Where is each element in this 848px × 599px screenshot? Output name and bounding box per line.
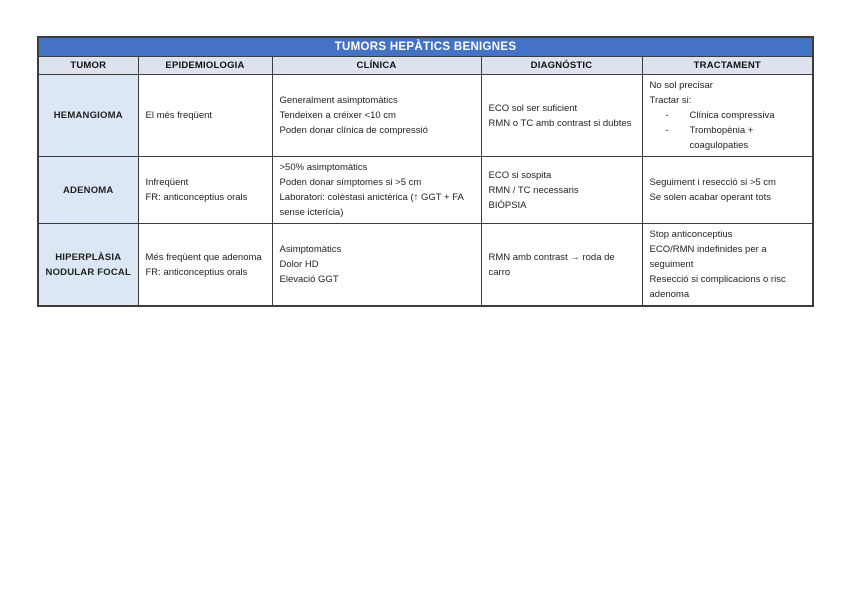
cell-adenoma-epidemiologia: Infreqüent FR: anticonceptius orals <box>137 156 273 224</box>
text-line: El més freqüent <box>145 110 213 121</box>
table-row-hemangioma: HEMANGIOMA El més freqüent Generalment a… <box>37 74 814 157</box>
text-line: No sol precisar <box>649 80 713 91</box>
bullet-text: Clínica compressiva <box>689 110 775 121</box>
text-line: RMN / TC necessaris <box>488 184 579 196</box>
text-line: Generalment asimptomàtics <box>279 95 398 106</box>
text-line: Elevació GGT <box>279 274 339 285</box>
header-tractament: TRACTAMENT <box>641 56 814 75</box>
cell-hemangioma-diagnostic: ECO sol ser suficient RMN o TC amb contr… <box>480 74 643 157</box>
text-line: ECO sol ser suficient <box>488 102 578 114</box>
header-epidemiologia: EPIDEMIOLOGIA <box>137 56 273 75</box>
text-line: RMN amb contrast → roda de carro <box>488 251 615 278</box>
text-line: Poden donar símptomes si >5 cm <box>279 177 422 188</box>
text-line: Poden donar clínica de compressió <box>279 125 428 136</box>
cell-hnf-epidemiologia: Més freqüent que adenoma FR: anticoncept… <box>137 223 273 307</box>
rowlabel-hemangioma: HEMANGIOMA <box>37 74 139 157</box>
text-line: Infreqüent <box>145 177 189 188</box>
text-line: Seguiment i resecció si >5 cm <box>649 177 776 188</box>
table-row-adenoma: ADENOMA Infreqüent FR: anticonceptius or… <box>37 156 814 224</box>
table-header-row: TUMOR EPIDEMIOLOGIA CLÍNICA DIAGNÓSTIC T… <box>37 56 814 75</box>
table-title-row: TUMORS HEPÀTICS BENIGNES <box>37 36 814 57</box>
dash-bullet: - <box>665 110 669 121</box>
bullet-line: - Clínica compressiva <box>650 108 806 123</box>
text-line: Stop anticonceptius <box>649 229 733 240</box>
cell-adenoma-tractament: Seguiment i resecció si >5 cm Se solen a… <box>641 156 814 224</box>
table-title: TUMORS HEPÀTICS BENIGNES <box>37 36 814 57</box>
bullet-text: Trombopènia + coagulopaties <box>689 125 754 151</box>
rowlabel-adenoma: ADENOMA <box>37 156 139 224</box>
rowlabel-hiperplasia-nodular-focal: HIPERPLÀSIA NODULAR FOCAL <box>37 223 139 307</box>
text-line: Dolor HD <box>279 259 319 270</box>
benign-hepatic-tumors-table: TUMORS HEPÀTICS BENIGNES TUMOR EPIDEMIOL… <box>37 36 815 307</box>
text-line: Resecció si complicacions o risc adenoma <box>649 274 786 300</box>
header-tumor: TUMOR <box>37 56 139 75</box>
cell-adenoma-diagnostic: ECO si sospita RMN / TC necessaris BIÓPS… <box>480 156 643 224</box>
dash-bullet: - <box>665 125 669 136</box>
text-line: ECO si sospita <box>488 169 552 181</box>
text-line: Més freqüent que adenoma <box>145 251 262 263</box>
text-line: Laboratori: colèstasi anictèrica (↑ GGT … <box>279 192 464 218</box>
bullet-line: - Trombopènia + coagulopaties <box>650 123 806 153</box>
table-row-hiperplasia-nodular-focal: HIPERPLÀSIA NODULAR FOCAL Més freqüent q… <box>37 223 814 307</box>
text-line: >50% asimptomàtics <box>279 162 368 173</box>
cell-adenoma-clinica: >50% asimptomàtics Poden donar símptomes… <box>271 156 482 224</box>
cell-hnf-tractament: Stop anticonceptius ECO/RMN indefinides … <box>641 223 814 307</box>
text-line: Tractar si: <box>649 95 692 106</box>
text-line: FR: anticonceptius orals <box>145 192 248 203</box>
text-line: Se solen acabar operant tots <box>649 192 771 203</box>
cell-hemangioma-clinica: Generalment asimptomàtics Tendeixen a cr… <box>271 74 482 157</box>
text-line: ECO/RMN indefinides per a seguiment <box>649 244 767 270</box>
header-diagnostic: DIAGNÓSTIC <box>480 56 643 75</box>
text-line: FR: anticonceptius orals <box>145 266 248 278</box>
cell-hnf-clinica: Asimptomàtics Dolor HD Elevació GGT <box>271 223 482 307</box>
text-line: Asimptomàtics <box>279 244 342 255</box>
header-clinica: CLÍNICA <box>271 56 482 75</box>
cell-hemangioma-tractament: No sol precisar Tractar si: - Clínica co… <box>641 74 814 157</box>
text-line: RMN o TC amb contrast si dubtes <box>488 117 632 129</box>
cell-hemangioma-epidemiologia: El més freqüent <box>137 74 273 157</box>
text-line: Tendeixen a créixer <10 cm <box>279 110 396 121</box>
cell-hnf-diagnostic: RMN amb contrast → roda de carro <box>480 223 643 307</box>
text-line: BIÓPSIA <box>488 199 527 211</box>
